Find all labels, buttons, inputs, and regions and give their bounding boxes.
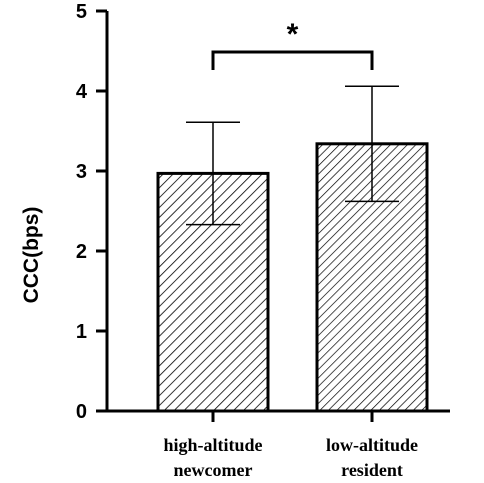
y-tick-label: 1	[76, 321, 87, 343]
bars	[156, 142, 429, 413]
x-tick-label: newcomer	[174, 460, 253, 480]
x-axis: high-altitude newcomer low-altitude residen…	[107, 409, 450, 480]
y-tick-label: 4	[76, 81, 88, 103]
x-tick-label: resident	[341, 460, 403, 480]
significance-bracket: *	[211, 18, 374, 70]
y-tick-label: 5	[76, 1, 87, 23]
x-tick-label: low-altitude	[326, 435, 418, 455]
y-axis-label: CCC(bps)	[20, 207, 43, 304]
y-tick-label: 0	[76, 401, 87, 423]
y-axis: 0 1 2 3 4 5	[76, 1, 109, 423]
error-bars	[186, 85, 399, 226]
significance-label: *	[287, 18, 299, 51]
y-tick-label: 3	[76, 161, 87, 183]
x-tick-label: high-altitude	[163, 435, 262, 455]
significance-line	[211, 50, 374, 70]
y-tick-label: 2	[76, 241, 87, 263]
